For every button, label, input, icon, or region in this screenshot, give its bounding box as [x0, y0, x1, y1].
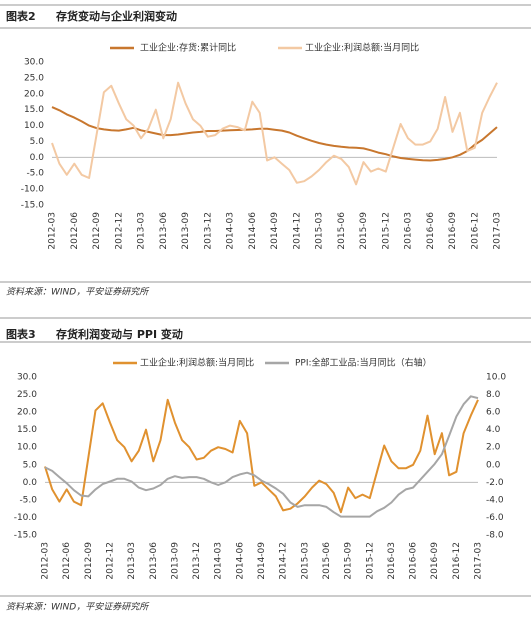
series-line — [44, 395, 479, 518]
x-tick-label: 2013-09 — [170, 542, 180, 580]
y-tick-label: 0.0 — [30, 153, 45, 163]
x-tick-label: 2014-06 — [248, 212, 258, 250]
y-tick-label: 5.0 — [30, 137, 45, 147]
x-tick-label: 2017-03 — [493, 212, 503, 250]
x-tick-label: 2012-03 — [48, 212, 58, 250]
figure-label: 图表3 — [6, 327, 36, 341]
series-line — [51, 106, 498, 162]
x-tick-label: 2015-06 — [322, 542, 332, 580]
y2-tick-label: 0.0 — [486, 460, 501, 470]
x-tick-label: 2014-03 — [226, 212, 236, 250]
y2-tick-label: -4.0 — [486, 495, 504, 505]
x-tick-label: 2015-12 — [381, 212, 391, 250]
y-tick-label: 10.0 — [17, 443, 37, 453]
x-tick-label: 2014-09 — [270, 212, 280, 250]
x-tick-label: 2012-09 — [84, 542, 94, 580]
y2-tick-label: 8.0 — [486, 390, 501, 400]
x-tick-label: 2014-09 — [257, 542, 267, 580]
y2-tick-label: 10.0 — [486, 373, 506, 383]
y-tick-label: -15.0 — [14, 531, 38, 541]
x-tick-label: 2016-12 — [470, 212, 480, 250]
x-tick-label: 2013-03 — [127, 542, 137, 580]
figure-title: 存货利润变动与 PPI 变动 — [56, 327, 183, 341]
x-tick-label: 2016-03 — [387, 542, 397, 580]
y-tick-label: -15.0 — [21, 201, 45, 211]
x-tick-label: 2016-12 — [452, 542, 462, 580]
x-tick-label: 2015-03 — [315, 212, 325, 250]
y-tick-label: 15.0 — [17, 425, 37, 435]
x-tick-label: 2016-03 — [404, 212, 414, 250]
y2-tick-label: -8.0 — [486, 531, 504, 541]
x-tick-label: 2013-03 — [137, 212, 147, 250]
x-tick-label: 2014-12 — [279, 542, 289, 580]
x-tick-label: 2014-06 — [235, 542, 245, 580]
x-tick-label: 2016-09 — [448, 212, 458, 250]
figure-title: 存货变动与企业利润变动 — [56, 9, 177, 23]
y-tick-label: 15.0 — [24, 105, 44, 115]
x-tick-label: 2015-03 — [300, 542, 310, 580]
y-tick-label: -5.0 — [26, 169, 44, 179]
source-note: 资料来源：WIND，平安证券研究所 — [6, 602, 150, 613]
y-tick-label: -10.0 — [21, 185, 45, 195]
x-tick-label: 2016-06 — [426, 212, 436, 250]
x-tick-label: 2012-06 — [70, 212, 80, 250]
x-tick-label: 2014-12 — [292, 212, 302, 250]
x-tick-label: 2012-12 — [114, 212, 124, 250]
figure-label: 图表2 — [6, 9, 36, 23]
y-tick-label: 5.0 — [23, 460, 38, 470]
x-tick-label: 2015-09 — [344, 542, 354, 580]
x-tick-label: 2016-06 — [409, 542, 419, 580]
x-tick-label: 2017-03 — [474, 542, 484, 580]
x-tick-label: 2013-06 — [159, 212, 169, 250]
x-tick-label: 2016-09 — [430, 542, 440, 580]
x-tick-label: 2013-12 — [192, 542, 202, 580]
y-tick-label: 25.0 — [17, 390, 37, 400]
x-tick-label: 2015-09 — [359, 212, 369, 250]
x-tick-label: 2012-06 — [62, 542, 72, 580]
y-tick-label: 20.0 — [24, 89, 44, 99]
y-tick-label: -5.0 — [19, 495, 37, 505]
x-tick-label: 2012-09 — [92, 212, 102, 250]
x-tick-label: 2012-03 — [41, 542, 51, 580]
y-tick-label: 20.0 — [17, 408, 37, 418]
y-tick-label: 25.0 — [24, 73, 44, 83]
x-tick-label: 2015-06 — [337, 212, 347, 250]
legend-label: 工业企业:存货:累计同比 — [140, 42, 236, 54]
y2-tick-label: 2.0 — [486, 443, 501, 453]
x-tick-label: 2013-12 — [203, 212, 213, 250]
y2-tick-label: 4.0 — [486, 425, 501, 435]
y-tick-label: 10.0 — [24, 121, 44, 131]
y2-tick-label: -2.0 — [486, 478, 504, 488]
x-tick-label: 2014-03 — [214, 542, 224, 580]
series-line — [44, 398, 479, 514]
source-note: 资料来源：WIND，平安证券研究所 — [6, 287, 150, 298]
y-tick-label: -10.0 — [14, 513, 38, 523]
legend-label: 工业企业:利润总额:当月同比 — [305, 42, 419, 54]
x-tick-label: 2013-06 — [149, 542, 159, 580]
y2-tick-label: -6.0 — [486, 513, 504, 523]
x-tick-label: 2015-12 — [365, 542, 375, 580]
legend-label: 工业企业:利润总额:当月同比 — [140, 357, 254, 369]
series-line — [51, 81, 498, 186]
y-tick-label: 30.0 — [24, 58, 44, 68]
x-tick-label: 2013-09 — [181, 212, 191, 250]
y-tick-label: 0.0 — [23, 478, 38, 488]
y-tick-label: 30.0 — [17, 373, 37, 383]
y2-tick-label: 6.0 — [486, 408, 501, 418]
legend-label: PPI:全部工业品:当月同比（右轴） — [295, 357, 432, 369]
x-tick-label: 2012-12 — [105, 542, 115, 580]
